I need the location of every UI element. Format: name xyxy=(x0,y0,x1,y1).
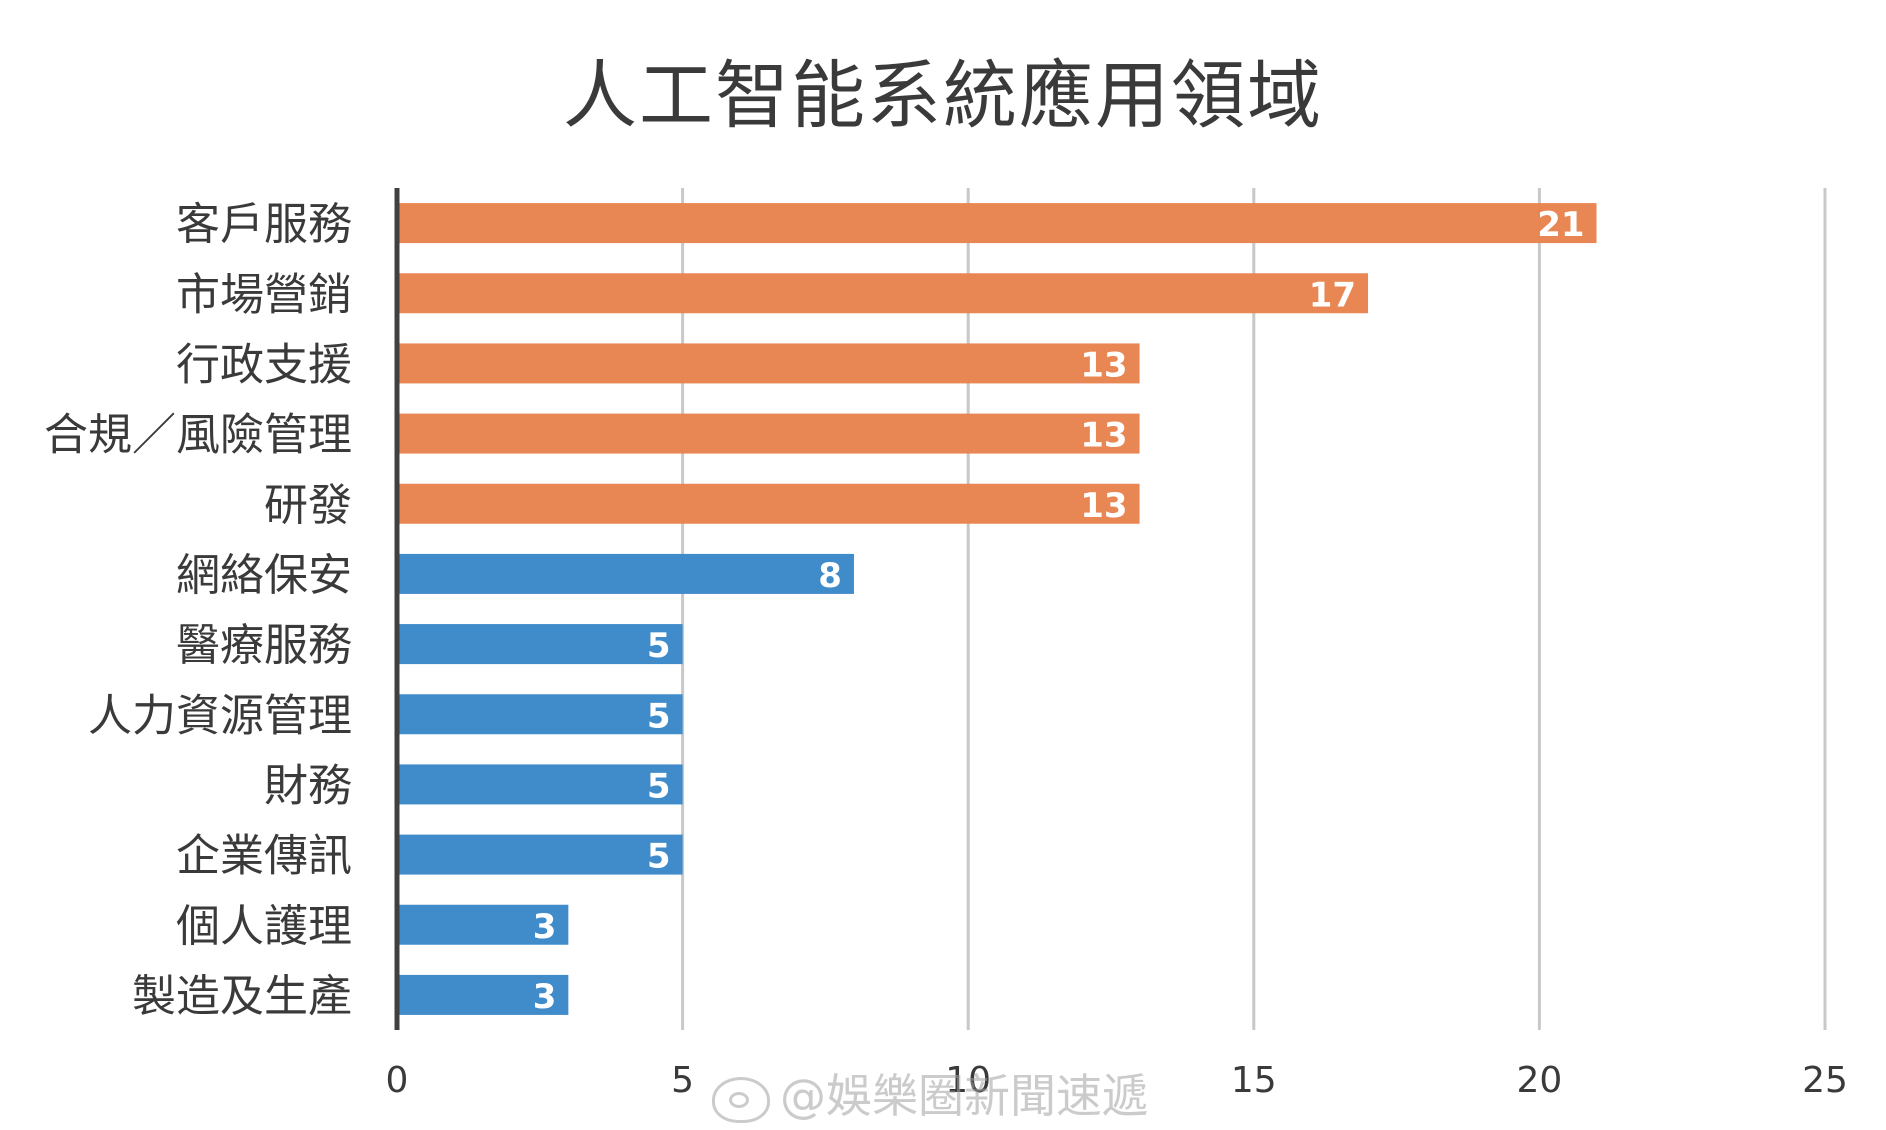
data-label-0: 21 xyxy=(1537,205,1584,245)
category-label-0: 客戶服務 xyxy=(176,199,352,250)
x-tick-label-5: 5 xyxy=(671,1060,694,1101)
bar-3 xyxy=(397,413,1140,454)
x-tick-label-20: 20 xyxy=(1516,1060,1562,1101)
category-label-5: 網絡保安 xyxy=(176,550,352,601)
bar-8 xyxy=(397,764,683,805)
category-label-10: 個人護理 xyxy=(176,901,352,952)
data-label-1: 17 xyxy=(1309,275,1356,315)
bar-5 xyxy=(397,553,854,594)
data-label-11: 3 xyxy=(533,977,557,1017)
category-label-4: 研發 xyxy=(264,480,352,531)
category-label-9: 企業傳訊 xyxy=(176,831,352,882)
category-label-7: 人力資源管理 xyxy=(88,690,352,741)
bar-4 xyxy=(397,483,1140,524)
category-label-6: 醫療服務 xyxy=(176,620,352,671)
x-tick-label-15: 15 xyxy=(1231,1060,1277,1101)
x-tick-label-25: 25 xyxy=(1802,1060,1848,1101)
data-label-7: 5 xyxy=(647,696,671,736)
bar-7 xyxy=(397,694,683,735)
category-label-11: 製造及生產 xyxy=(132,971,352,1022)
data-label-2: 13 xyxy=(1080,345,1127,385)
watermark-text: @娛樂圈新聞速遞 xyxy=(780,1069,1148,1123)
data-label-5: 8 xyxy=(818,556,842,596)
x-tick-label-0: 0 xyxy=(386,1060,409,1101)
bar-9 xyxy=(397,834,683,875)
category-label-2: 行政支援 xyxy=(176,339,352,390)
category-label-1: 市場營銷 xyxy=(176,269,352,320)
data-label-8: 5 xyxy=(647,766,671,806)
bar-10 xyxy=(397,904,569,945)
category-label-3: 合規／風險管理 xyxy=(44,410,352,461)
data-label-10: 3 xyxy=(533,907,557,947)
data-label-3: 13 xyxy=(1080,416,1127,456)
bar-1 xyxy=(397,273,1369,314)
bar-11 xyxy=(397,974,569,1015)
weibo-icon xyxy=(712,1076,770,1123)
data-label-4: 13 xyxy=(1080,486,1127,526)
data-label-9: 5 xyxy=(647,837,671,877)
bar-2 xyxy=(397,343,1140,384)
category-label-8: 財務 xyxy=(264,760,352,811)
bar-0 xyxy=(397,203,1597,244)
bar-6 xyxy=(397,624,683,665)
data-label-6: 5 xyxy=(647,626,671,666)
chart-title: 人工智能系統應用領域 xyxy=(563,53,1323,139)
x-tick-label-10: 10 xyxy=(945,1060,991,1101)
watermark: @娛樂圈新聞速遞 xyxy=(712,1060,1148,1126)
